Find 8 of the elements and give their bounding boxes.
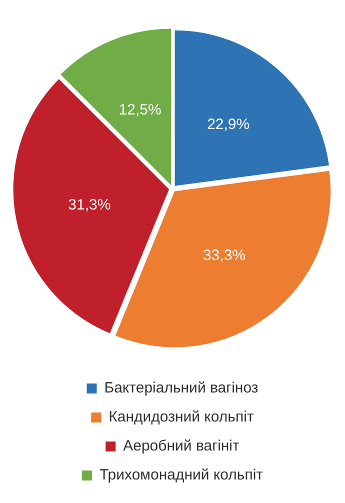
data-label: 22,9% bbox=[207, 116, 250, 133]
legend-label: Бактеріальний вагіноз bbox=[104, 380, 258, 397]
legend-label: Трихомонадний кольпіт bbox=[99, 466, 264, 484]
legend-label: Аеробний вагініт bbox=[123, 438, 240, 455]
legend-label: Кандидозний кольпіт bbox=[108, 408, 254, 426]
data-label: 33,3% bbox=[202, 246, 246, 264]
data-label: 12,5% bbox=[118, 101, 162, 118]
data-label: 31,3% bbox=[68, 196, 111, 214]
